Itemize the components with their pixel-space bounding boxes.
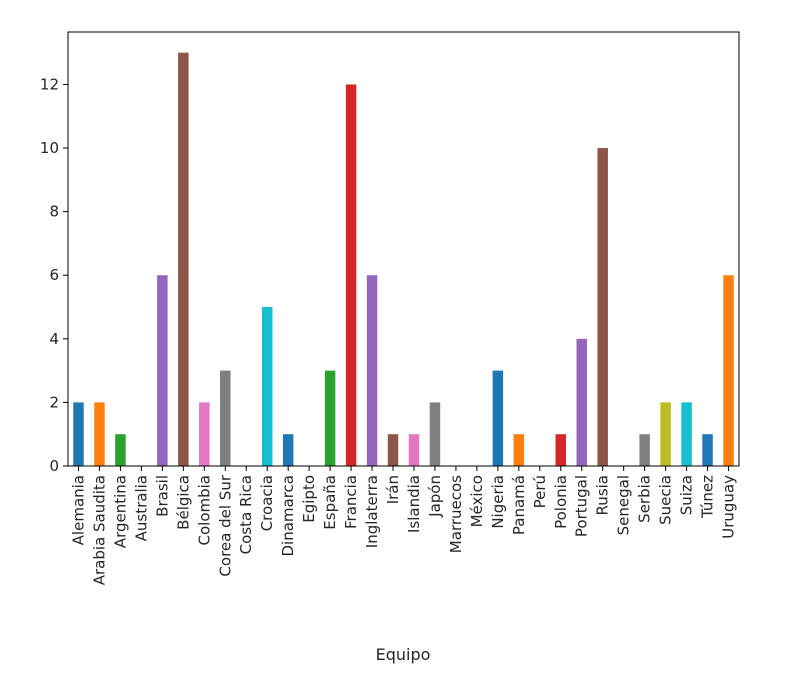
x-tick-label: Japón	[426, 475, 444, 518]
bar	[408, 434, 420, 466]
x-tick-label: Suiza	[678, 475, 696, 515]
y-tick-label: 2	[49, 393, 59, 411]
bar	[324, 370, 336, 466]
x-tick-label: Australia	[132, 475, 150, 541]
bar	[639, 434, 650, 466]
x-tick-label: Islandia	[405, 475, 423, 533]
x-tick-label: Rusia	[594, 475, 612, 515]
x-tick-label: Panamá	[510, 475, 528, 535]
x-tick-label: España	[321, 475, 339, 530]
bar	[387, 434, 399, 466]
x-tick-label: Francia	[342, 475, 360, 529]
x-axis: Alemania Arabia Saudita Argentina Australia…	[69, 466, 738, 585]
y-tick-label: 4	[49, 330, 59, 348]
bar	[723, 275, 734, 466]
x-tick-label: Alemania	[69, 475, 87, 545]
bar	[597, 148, 608, 467]
plot-frame	[67, 31, 740, 467]
x-tick-label: Inglaterra	[363, 475, 381, 548]
y-tick-label: 0	[49, 457, 59, 475]
bar	[178, 52, 189, 467]
x-tick-label: Colombia	[195, 475, 213, 546]
x-tick-label: Costa Rica	[237, 475, 255, 554]
bar	[199, 402, 210, 466]
x-tick-label: Portugal	[573, 475, 591, 537]
y-tick-label: 6	[49, 266, 59, 284]
bar	[513, 434, 525, 466]
x-tick-label: Corea del Sur	[216, 474, 234, 576]
x-tick-label: Croacia	[258, 475, 276, 531]
x-tick-label: Marruecos	[447, 475, 465, 553]
bar	[660, 402, 671, 466]
bar	[429, 402, 441, 466]
y-tick-label: 12	[40, 75, 59, 93]
bar	[157, 275, 168, 466]
y-tick-label: 10	[40, 139, 59, 157]
bar	[261, 307, 273, 466]
x-tick-label: Perú	[531, 475, 549, 508]
bar	[94, 402, 105, 466]
x-tick-label: Polonia	[552, 475, 570, 529]
x-tick-label: Túnez	[699, 475, 717, 519]
bar	[73, 402, 84, 466]
bar	[115, 434, 126, 466]
x-tick-label: Arabia Saudita	[90, 475, 108, 585]
x-tick-label: Senegal	[615, 475, 633, 535]
bar	[492, 370, 504, 466]
y-axis: 0 2 4 6 8 10 12	[40, 75, 68, 475]
x-tick-label: Bélgica	[174, 475, 192, 530]
x-tick-label: Uruguay	[720, 475, 738, 539]
y-tick-label: 8	[49, 203, 59, 221]
x-tick-label: Dinamarca	[279, 475, 297, 557]
x-tick-label: Serbia	[636, 475, 654, 523]
bar	[576, 338, 587, 466]
bar	[681, 402, 692, 466]
x-tick-label: Egipto	[300, 475, 318, 523]
bar	[220, 370, 231, 466]
x-tick-label: Argentina	[111, 475, 129, 548]
x-tick-label: Suecia	[657, 475, 675, 525]
x-tick-label: Nigeria	[489, 475, 507, 529]
x-tick-label: Brasil	[153, 475, 171, 517]
bars-group	[73, 52, 734, 467]
bar	[282, 434, 294, 466]
bar	[702, 434, 713, 466]
bar	[555, 434, 567, 466]
bar	[345, 84, 357, 466]
x-axis-label: Equipo	[376, 645, 431, 664]
x-tick-label: México	[468, 475, 486, 527]
x-tick-label: Irán	[384, 475, 402, 504]
bar	[366, 275, 378, 466]
